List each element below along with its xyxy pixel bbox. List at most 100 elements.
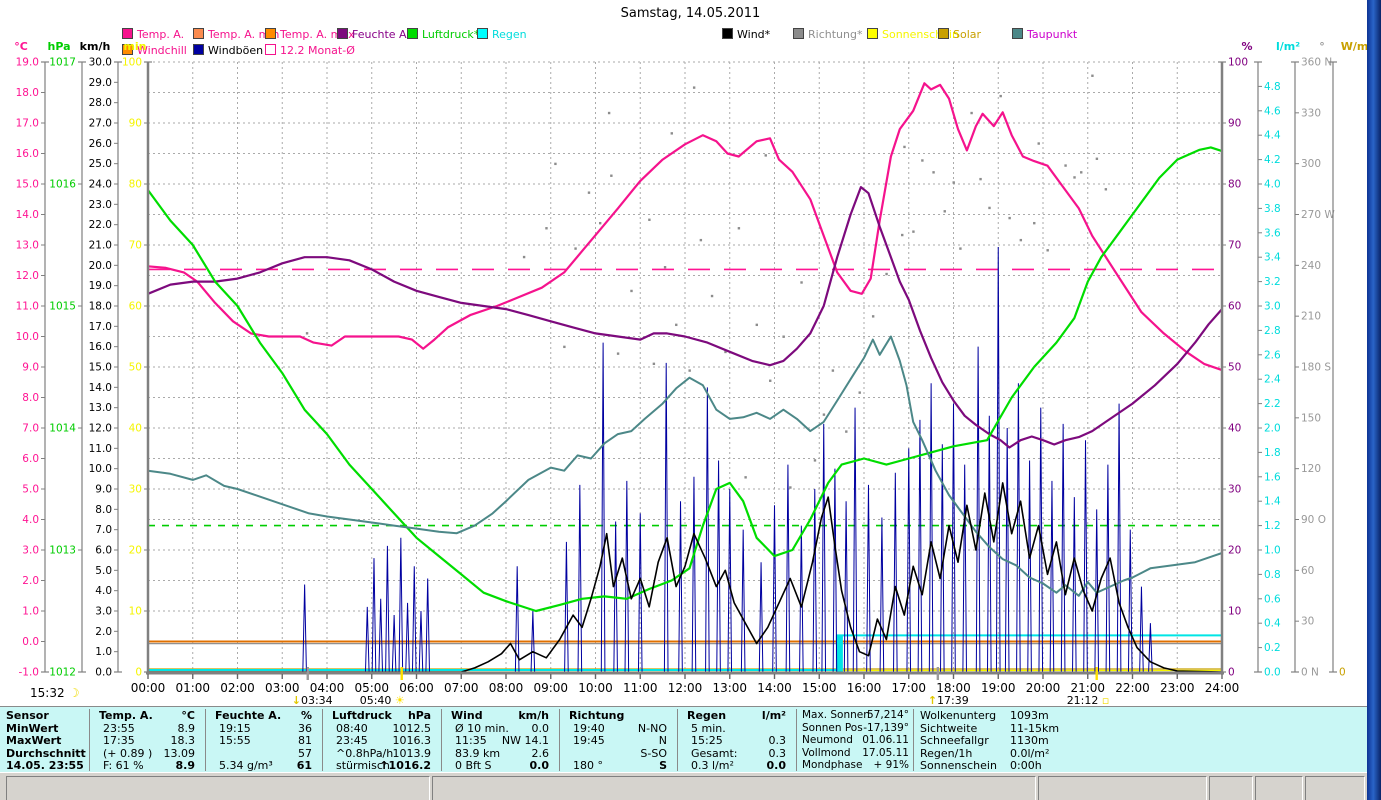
table-row-astro: Vollmond17.05.11: [800, 747, 911, 760]
svg-text:1.0: 1.0: [22, 606, 39, 618]
table-row-label: Sensor: [4, 709, 88, 722]
svg-text:15:00: 15:00: [802, 681, 837, 695]
svg-text:1013: 1013: [49, 545, 76, 557]
table-cell: N: [659, 734, 667, 747]
table-cell: Regen: [687, 709, 726, 722]
table-header-rain: Regen l/m²: [681, 709, 792, 722]
status-bar-panel-4: [1209, 776, 1253, 800]
svg-text:21.0: 21.0: [89, 240, 112, 252]
table-cell: 14.05. 23:55: [6, 759, 84, 772]
x-axis: 00:0001:0002:0003:0004:0005:0006:0007:00…: [131, 673, 1240, 695]
svg-text:27.0: 27.0: [89, 118, 112, 130]
table-cell: 57: [298, 747, 312, 760]
svg-text:05:00: 05:00: [354, 681, 389, 695]
table-row-rain: Gesamt:0.3: [681, 747, 792, 760]
table-row-rain: 5 min.: [681, 722, 792, 735]
table-cell: 15:55: [219, 734, 251, 747]
table-cell: 23:45: [336, 734, 368, 747]
svg-text:2.2: 2.2: [1264, 398, 1281, 410]
table-row-temp: (+ 0.89 )13.09: [93, 747, 201, 760]
table-cell: 19:15: [219, 722, 251, 735]
svg-text:22.0: 22.0: [89, 219, 112, 231]
grid: [148, 62, 1222, 672]
table-cell: Richtung: [569, 709, 624, 722]
table-cell: km/h: [518, 709, 549, 722]
table-separator: [89, 709, 90, 771]
svg-text:26.0: 26.0: [89, 138, 112, 150]
svg-text:15.0: 15.0: [16, 179, 39, 191]
table-row-astro: Neumond01.06.11: [800, 734, 911, 747]
svg-text:09:00: 09:00: [533, 681, 568, 695]
svg-text:14:00: 14:00: [757, 681, 792, 695]
svg-text:08:00: 08:00: [489, 681, 524, 695]
table-cell: hPa: [408, 709, 431, 722]
table-cell: -17,139°: [863, 722, 909, 735]
svg-text:8.0: 8.0: [95, 504, 112, 516]
svg-text:270 W: 270 W: [1301, 209, 1335, 221]
table-cell: Wolkenunterg: [920, 709, 996, 722]
svg-text:4.0: 4.0: [1264, 179, 1281, 191]
svg-text:3.0: 3.0: [22, 545, 39, 557]
table-cell: 1093m: [1010, 709, 1049, 722]
svg-text:28.0: 28.0: [89, 97, 112, 109]
status-bar-panel-5: [1255, 776, 1303, 800]
table-row-rain: 15:250.3: [681, 734, 792, 747]
table-separator: [796, 709, 797, 771]
table-cell: 1130m: [1010, 734, 1049, 747]
svg-text:5.0: 5.0: [22, 484, 39, 496]
table-row-humidity: 57: [209, 747, 318, 760]
svg-text:80: 80: [129, 179, 142, 191]
table-cell: Durchschnitt: [6, 747, 86, 760]
status-bar-panel-6: [1305, 776, 1365, 800]
status-bar-panel-1: [6, 776, 430, 800]
table-cell: N-NO: [638, 722, 667, 735]
svg-text:11.0: 11.0: [16, 301, 39, 313]
table-cell: 180 °: [573, 759, 603, 772]
svg-text:20: 20: [1228, 545, 1241, 557]
table-row-astro: Sonnen Pos-17,139°: [800, 722, 911, 735]
svg-text:11.0: 11.0: [89, 443, 112, 455]
status-bar-panel-3: [1038, 776, 1207, 800]
svg-text:1.2: 1.2: [1264, 520, 1281, 532]
svg-text:10: 10: [129, 606, 142, 618]
svg-text:0: 0: [1339, 667, 1346, 679]
svg-text:1012: 1012: [49, 667, 76, 679]
svg-text:19.0: 19.0: [16, 57, 39, 69]
svg-text:360 N: 360 N: [1301, 57, 1332, 69]
table-cell: 1013.9: [393, 747, 432, 760]
table-cell: °C: [181, 709, 195, 722]
svg-text:18.0: 18.0: [16, 87, 39, 99]
table-cell: 2.6: [532, 747, 550, 760]
svg-text:0.0: 0.0: [1264, 667, 1281, 679]
svg-text:0: 0: [1228, 667, 1235, 679]
svg-text:1016: 1016: [49, 179, 76, 191]
svg-text:2.0: 2.0: [22, 575, 39, 587]
table-row-label: MinWert: [4, 722, 88, 735]
svg-text:21:00: 21:00: [1070, 681, 1105, 695]
table-row-pressure: 08:401012.5: [326, 722, 437, 735]
table-cell: 17.05.11: [862, 747, 909, 760]
svg-text:2.8: 2.8: [1264, 325, 1281, 337]
table-row-temp: 17:3518.3: [93, 734, 201, 747]
svg-text:40: 40: [129, 423, 142, 435]
table-cell: l/m²: [762, 709, 786, 722]
table-header-direction: Richtung: [563, 709, 673, 722]
svg-text:13.0: 13.0: [16, 240, 39, 252]
status-bar: [0, 772, 1367, 800]
table-row-humidity: 15:5581: [209, 734, 318, 747]
table-row-temp: 23:558.9: [93, 722, 201, 735]
svg-text:23.0: 23.0: [89, 199, 112, 211]
svg-text:0.4: 0.4: [1264, 618, 1281, 630]
axis-pressure: 101710161015101410131012: [49, 57, 86, 679]
table-row-temp: F: 61 %8.9: [93, 759, 201, 772]
table-row-extra: Regen/1h0.0l/m²: [918, 747, 1118, 760]
table-cell: 83.9 km: [455, 747, 500, 760]
svg-text:17.0: 17.0: [89, 321, 112, 333]
svg-text:3.8: 3.8: [1264, 203, 1281, 215]
table-row-direction: 180 °S: [563, 759, 673, 772]
svg-text:300: 300: [1301, 158, 1321, 170]
table-row-extra: Schneefallgr1130m: [918, 734, 1118, 747]
svg-text:3.0: 3.0: [1264, 301, 1281, 313]
svg-text:3.2: 3.2: [1264, 276, 1281, 288]
table-cell: Luftdruck: [332, 709, 392, 722]
